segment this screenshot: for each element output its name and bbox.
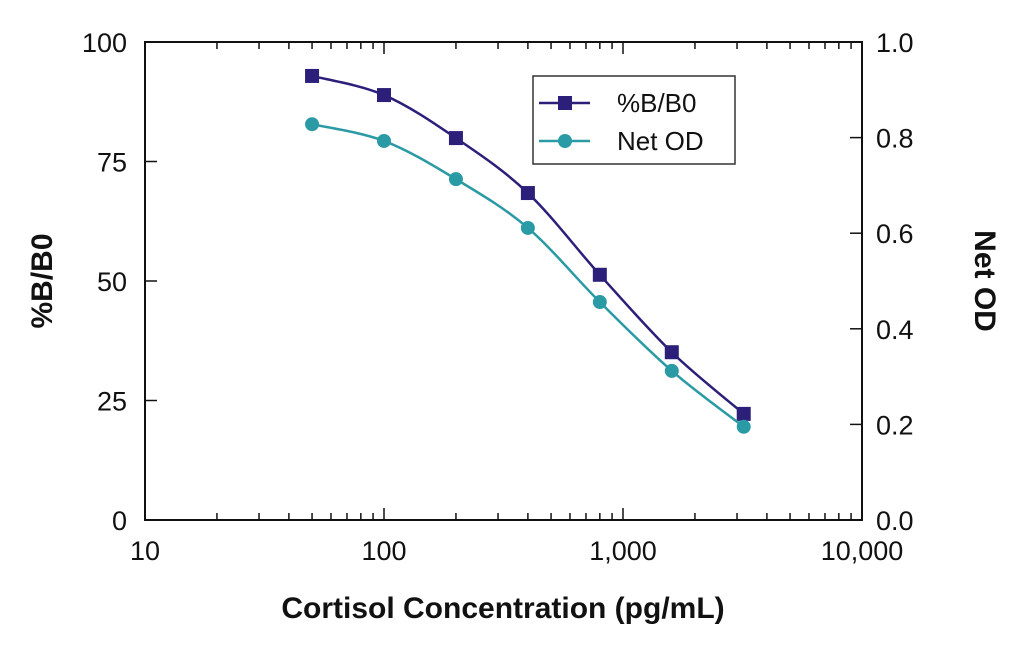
data-point-circle [592, 295, 607, 310]
data-point-square [377, 88, 391, 103]
y2-axis-label: Net OD [968, 230, 1001, 332]
data-point-circle [305, 117, 320, 132]
data-point-square [664, 345, 679, 360]
legend-marker-circle [558, 134, 572, 148]
y2-tick-label: 0.8 [876, 124, 914, 154]
y-tick-label: 100 [82, 28, 127, 58]
legend-box [532, 75, 736, 165]
data-point-circle [736, 419, 751, 434]
y2-tick-label: 0.2 [876, 410, 914, 440]
x-tick-label: 10 [130, 536, 160, 566]
data-point-square [736, 406, 751, 421]
y-tick-label: 25 [97, 387, 127, 417]
y-tick-label: 50 [97, 267, 127, 297]
data-point-circle [520, 220, 535, 235]
y-tick-label: 0 [112, 506, 127, 536]
x-tick-label: 10,000 [821, 536, 904, 566]
legend-marker-square [558, 96, 572, 110]
y2-tick-label: 1.0 [876, 28, 914, 58]
x-tick-label: 1,000 [589, 536, 657, 566]
y2-tick-label: 0.6 [876, 219, 914, 249]
data-point-square [520, 186, 535, 201]
y2-tick-label: 0.0 [876, 506, 914, 536]
data-point-square [592, 267, 607, 282]
data-point-circle [377, 133, 391, 148]
plot-frame [144, 41, 863, 521]
x-axis-label: Cortisol Concentration (pg/mL) [281, 592, 724, 625]
y-axis-label: %B/B0 [26, 233, 59, 328]
series-line-2 [311, 122, 745, 428]
x-tick-label: 100 [361, 536, 406, 566]
data-point-circle [448, 172, 463, 187]
data-point-circle [664, 363, 679, 378]
legend-label-2: Net OD [617, 126, 704, 156]
data-point-square [305, 68, 320, 83]
data-point-square [448, 131, 463, 146]
y-tick-label: 75 [97, 148, 127, 178]
legend-label-1: %B/B0 [617, 88, 697, 118]
legend: %B/B0 Net OD [532, 75, 736, 165]
y2-tick-label: 0.4 [876, 315, 914, 345]
